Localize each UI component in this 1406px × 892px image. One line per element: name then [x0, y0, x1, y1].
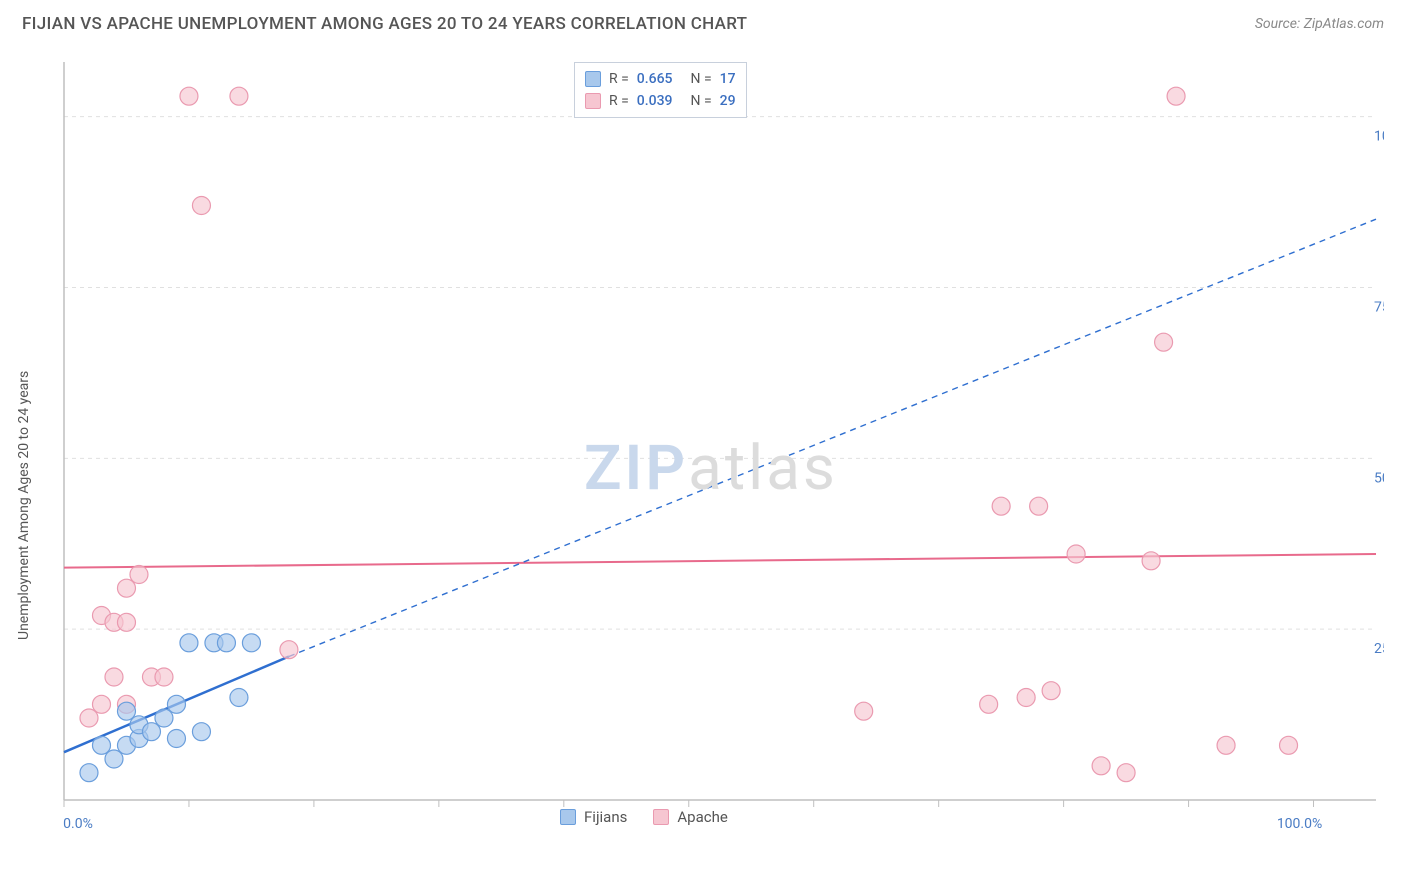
stat-n-fijians: 17 — [720, 68, 736, 90]
stats-row-apache: R = 0.039 N = 29 — [585, 90, 736, 112]
chart-title: FIJIAN VS APACHE UNEMPLOYMENT AMONG AGES… — [22, 14, 747, 34]
stat-r-fijians: 0.665 — [637, 68, 673, 90]
svg-text:50.0%: 50.0% — [1374, 470, 1384, 486]
source-label: Source: ZipAtlas.com — [1255, 16, 1384, 32]
svg-text:100.0%: 100.0% — [1374, 129, 1384, 145]
stats-box: R = 0.665 N = 17 R = 0.039 N = 29 — [574, 62, 747, 118]
stat-r-label: R = — [609, 90, 629, 112]
svg-text:25.0%: 25.0% — [1374, 641, 1384, 657]
legend-swatch-apache — [585, 93, 601, 109]
legend-item-fijians: Fijians — [560, 808, 627, 826]
legend-label-apache: Apache — [677, 808, 727, 826]
stat-n-apache: 29 — [720, 90, 736, 112]
y-axis-label: Unemployment Among Ages 20 to 24 years — [16, 371, 32, 640]
stat-n-label: N = — [691, 68, 712, 90]
stat-n-label: N = — [691, 90, 712, 112]
stat-r-apache: 0.039 — [637, 90, 673, 112]
stat-r-label: R = — [609, 68, 629, 90]
legend-swatch-apache — [653, 809, 669, 825]
legend-label-fijians: Fijians — [584, 808, 627, 826]
legend-swatch-fijians — [560, 809, 576, 825]
legend-swatch-fijians — [585, 71, 601, 87]
bottom-legend: Fijians Apache — [560, 808, 728, 826]
legend-item-apache: Apache — [653, 808, 727, 826]
svg-text:75.0%: 75.0% — [1374, 300, 1384, 316]
chart-container: 25.0%50.0%75.0%100.0%0.0%100.0% ZIPatlas… — [44, 62, 1384, 822]
scatter-chart: 25.0% 50.0% 75.0% 100.0% 0.0% 100.0% — [44, 62, 1384, 852]
stats-row-fijians: R = 0.665 N = 17 — [585, 68, 736, 90]
svg-text:100.0%: 100.0% — [1277, 816, 1322, 832]
svg-text:0.0%: 0.0% — [63, 816, 93, 832]
